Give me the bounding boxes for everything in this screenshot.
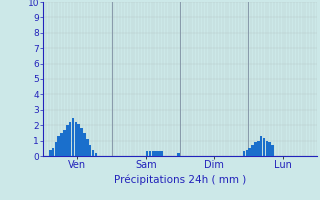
Bar bbox=[151, 151, 154, 156]
Bar bbox=[243, 151, 245, 156]
Bar bbox=[257, 141, 260, 156]
Bar bbox=[60, 133, 63, 156]
Bar bbox=[69, 122, 71, 156]
Bar bbox=[266, 141, 268, 156]
Bar bbox=[66, 125, 68, 156]
Bar bbox=[268, 142, 271, 156]
Bar bbox=[86, 139, 89, 156]
Bar bbox=[160, 151, 163, 156]
Bar bbox=[52, 148, 54, 156]
Bar bbox=[149, 151, 151, 156]
Bar bbox=[146, 151, 148, 156]
Bar bbox=[245, 150, 248, 156]
Bar bbox=[49, 150, 52, 156]
Bar bbox=[63, 130, 66, 156]
Bar bbox=[251, 145, 254, 156]
X-axis label: Précipitations 24h ( mm ): Précipitations 24h ( mm ) bbox=[114, 174, 246, 185]
Bar bbox=[83, 133, 86, 156]
Bar bbox=[94, 153, 97, 156]
Bar bbox=[248, 148, 251, 156]
Bar bbox=[263, 138, 265, 156]
Bar bbox=[58, 136, 60, 156]
Bar bbox=[154, 151, 157, 156]
Bar bbox=[92, 150, 94, 156]
Bar bbox=[177, 153, 180, 156]
Bar bbox=[77, 124, 80, 156]
Bar bbox=[55, 142, 57, 156]
Bar bbox=[75, 122, 77, 156]
Bar bbox=[72, 117, 74, 156]
Bar bbox=[260, 136, 262, 156]
Bar bbox=[254, 142, 257, 156]
Bar bbox=[80, 128, 83, 156]
Bar bbox=[89, 145, 92, 156]
Bar bbox=[157, 151, 160, 156]
Bar bbox=[271, 145, 274, 156]
